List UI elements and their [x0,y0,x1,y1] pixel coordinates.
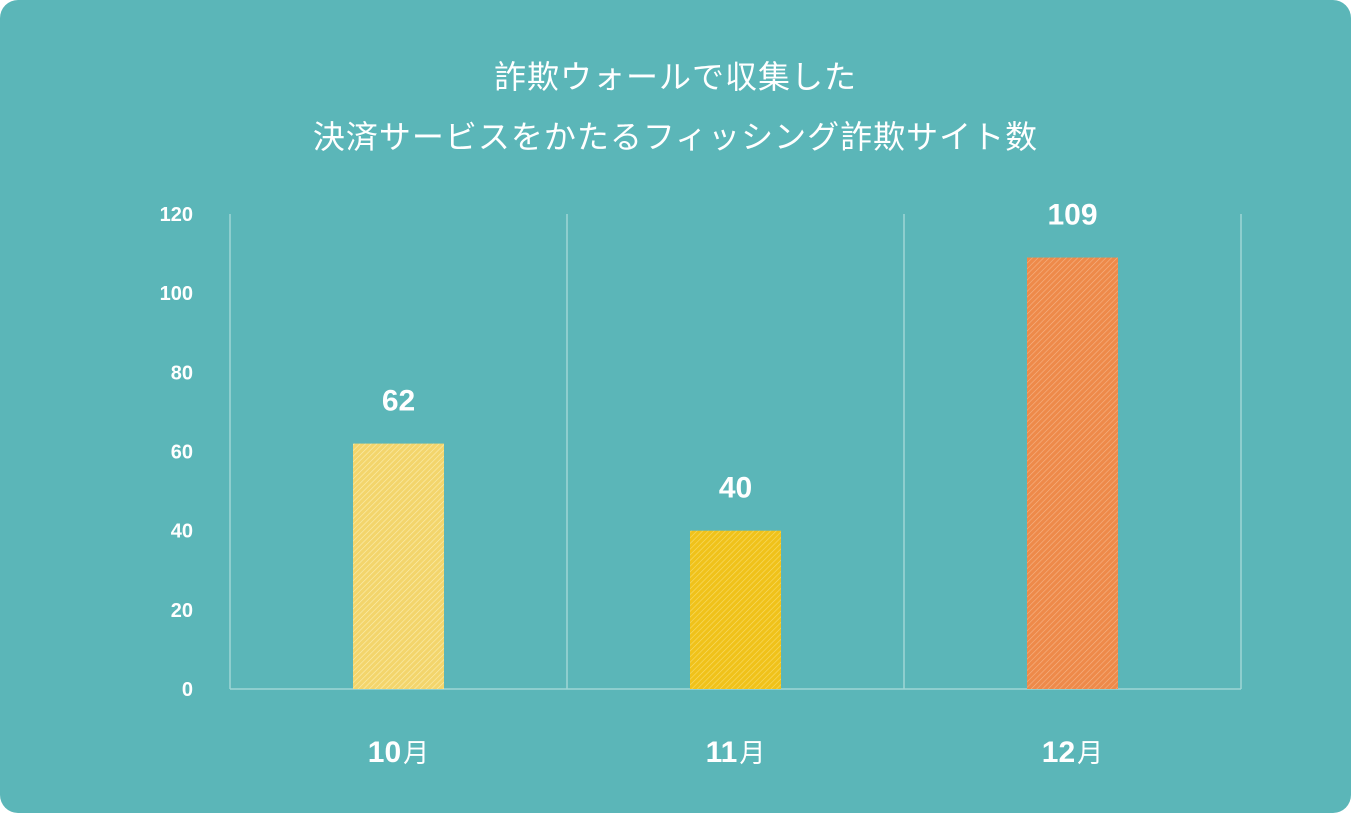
chart-title-line-2: 決済サービスをかたるフィッシング詐欺サイト数 [312,118,1039,156]
data-label: 109 [1047,199,1097,232]
bar-10月 [353,443,444,689]
data-label: 62 [382,385,415,418]
y-tick-label: 100 [160,283,193,305]
bar-12月 [1027,257,1118,689]
y-tick-label: 120 [160,204,193,226]
chart-title-line-1: 詐欺ウォールで収集した [493,58,857,96]
bar-11月 [690,530,781,689]
x-category-label: 12月 [1042,736,1103,769]
y-tick-label: 0 [182,679,193,701]
data-label: 40 [719,472,752,505]
x-category-label: 10月 [368,736,429,769]
y-tick-label: 40 [171,521,193,543]
y-tick-label: 80 [171,362,193,384]
y-tick-label: 60 [171,442,193,464]
x-category-label: 11月 [706,736,766,769]
y-tick-label: 20 [171,600,193,622]
